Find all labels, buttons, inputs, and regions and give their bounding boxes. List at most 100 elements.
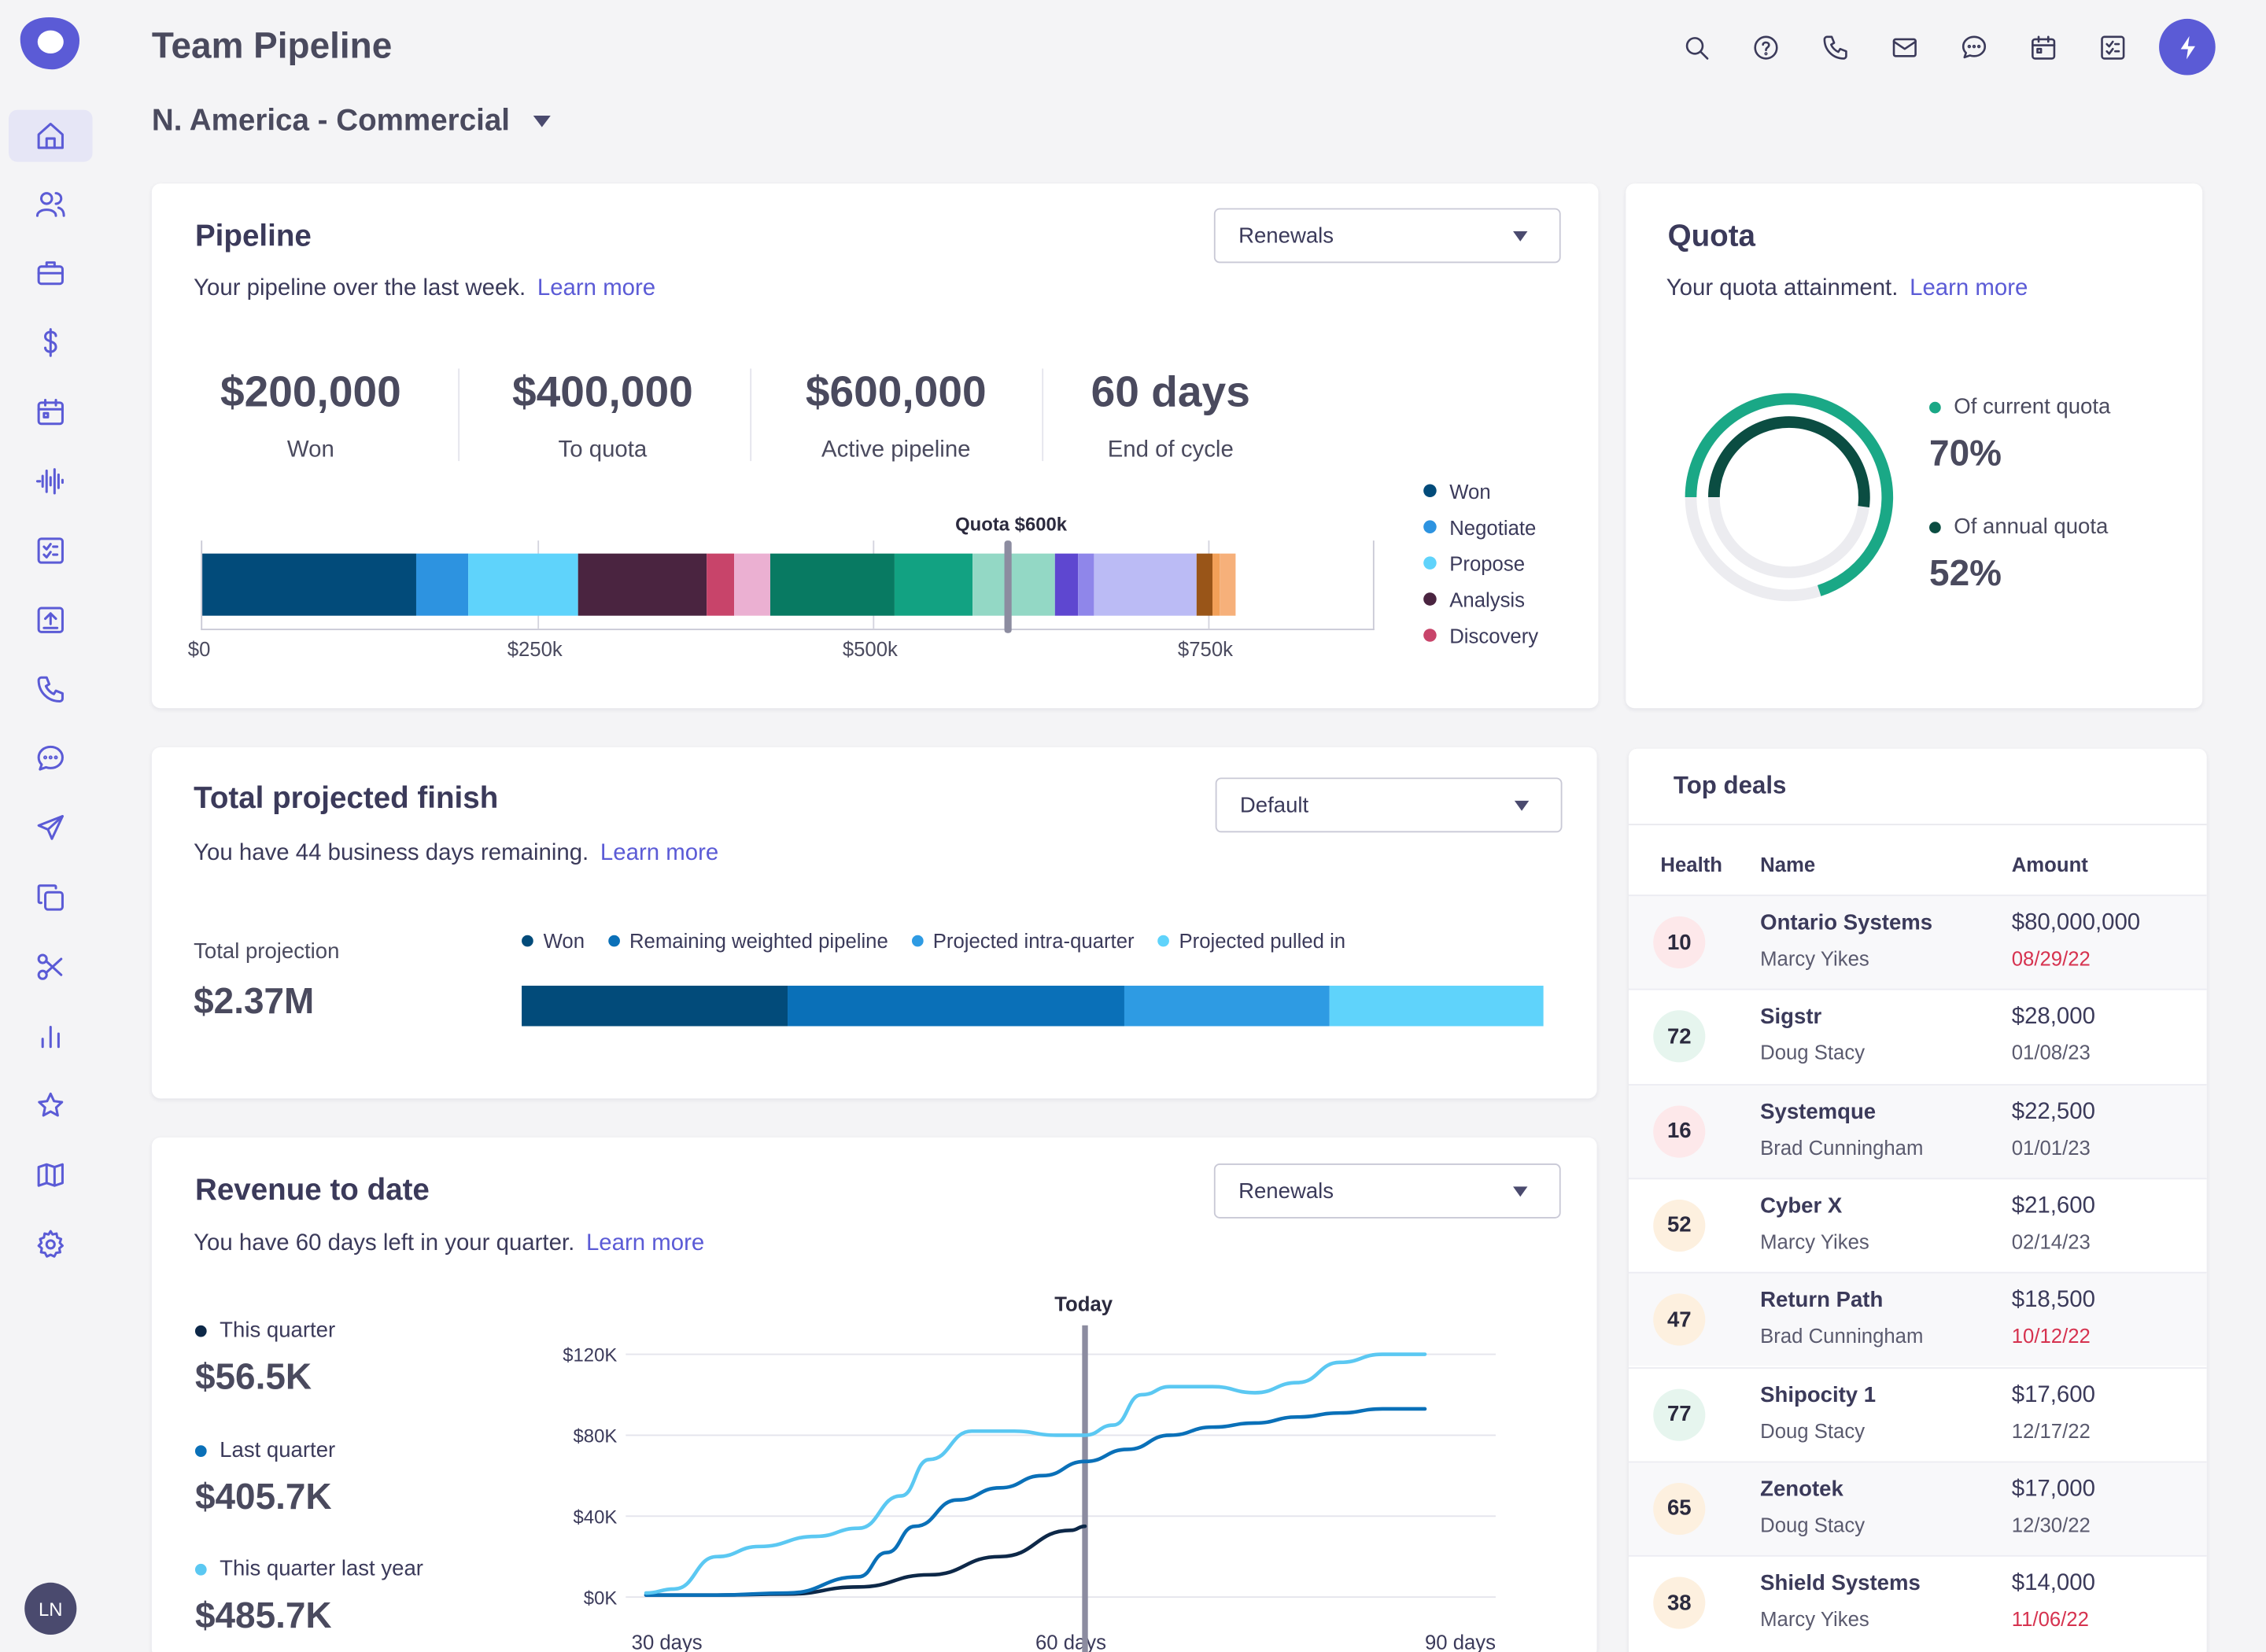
nav-tasks[interactable]: [9, 525, 93, 577]
col-amount[interactable]: Amount: [2011, 852, 2088, 876]
deal-name[interactable]: Systemque: [1760, 1099, 1877, 1124]
nav-insights[interactable]: [9, 455, 93, 507]
total-projection-value: $2.37M: [194, 981, 315, 1022]
outreach-logo-icon[interactable]: [17, 14, 81, 72]
chat-button[interactable]: [1939, 26, 2009, 69]
calendar-button[interactable]: [2009, 26, 2078, 69]
deal-row[interactable]: 38 Shield Systems Marcy Yikes $14,000 11/06/…: [1628, 1555, 2207, 1649]
deal-name[interactable]: Zenotek: [1760, 1477, 1843, 1502]
legend-item[interactable]: Propose: [1423, 545, 1538, 581]
pipeline-type-select[interactable]: Renewals: [1213, 208, 1561, 264]
projection-bar-segment[interactable]: [787, 986, 1125, 1027]
projection-learn-more-link[interactable]: Learn more: [600, 841, 719, 866]
legend-item[interactable]: Won: [522, 929, 585, 953]
nav-territories[interactable]: [9, 1149, 93, 1201]
pipeline-bar-segment[interactable]: [1196, 553, 1212, 616]
pipeline-bar-segment[interactable]: [972, 553, 1056, 616]
projection-mode-select[interactable]: Default: [1215, 777, 1563, 833]
revenue-select-value: Renewals: [1238, 1178, 1334, 1204]
deal-owner: Marcy Yikes: [1760, 946, 1869, 970]
user-avatar[interactable]: LN: [24, 1582, 77, 1635]
revenue-type-select[interactable]: Renewals: [1213, 1163, 1561, 1219]
deal-name[interactable]: Return Path: [1760, 1288, 1884, 1313]
nav-settings[interactable]: [9, 1219, 93, 1270]
deal-row[interactable]: 47 Return Path Brad Cunningham $18,500 10/12…: [1628, 1272, 2207, 1366]
nav-content[interactable]: [9, 594, 93, 646]
nav-opportunities[interactable]: [9, 316, 93, 368]
deal-name[interactable]: Cyber X: [1760, 1193, 1843, 1219]
pipeline-bar-segment[interactable]: [769, 553, 895, 616]
pipeline-bar-segment[interactable]: [202, 553, 417, 616]
pipeline-bar-segment[interactable]: [467, 553, 578, 616]
projection-legend: Won Remaining weighted pipeline Projected …: [522, 929, 1345, 953]
pipeline-bar-segment[interactable]: [707, 553, 735, 616]
deal-name[interactable]: Shield Systems: [1760, 1571, 1921, 1596]
nav-people[interactable]: [9, 178, 93, 230]
deal-name[interactable]: Shipocity 1: [1760, 1382, 1877, 1407]
pipeline-bar-segment[interactable]: [734, 553, 770, 616]
deal-row[interactable]: 77 Shipocity 1 Doug Stacy $17,600 12/17/22: [1628, 1366, 2207, 1460]
sidebar: LN: [0, 0, 101, 1652]
pipeline-bar-segment[interactable]: [1078, 553, 1094, 616]
pipeline-bar-segment[interactable]: [1220, 553, 1237, 616]
legend-item[interactable]: Projected intra-quarter: [911, 929, 1135, 953]
mail-button[interactable]: [1870, 26, 1939, 69]
legend-dot: [522, 935, 533, 947]
projection-bar-segment[interactable]: [1124, 986, 1329, 1027]
nav-templates[interactable]: [9, 872, 93, 924]
legend-item[interactable]: Remaining weighted pipeline: [607, 929, 888, 953]
col-health[interactable]: Health: [1660, 852, 1723, 876]
projection-bar-segment[interactable]: [1328, 986, 1544, 1027]
projection-bar-segment[interactable]: [522, 986, 788, 1027]
nav-meetings[interactable]: [9, 386, 93, 438]
phone-button[interactable]: [1801, 26, 1870, 69]
deal-amount: $28,000: [2011, 1005, 2095, 1030]
legend-item[interactable]: Analysis: [1423, 581, 1538, 618]
deal-row[interactable]: 10 Ontario Systems Marcy Yikes $80,000,000 0…: [1628, 894, 2207, 989]
pipeline-bar-segment[interactable]: [1094, 553, 1197, 616]
metric-last-quarter-value: $405.7K: [194, 1477, 332, 1518]
pipeline-bar-segment[interactable]: [578, 553, 707, 616]
deal-amount: $18,500: [2011, 1288, 2095, 1313]
legend-item[interactable]: Projected pulled in: [1157, 929, 1345, 953]
region-selector[interactable]: N. America - Commercial: [152, 104, 551, 138]
deal-row[interactable]: 65 Zenotek Doug Stacy $17,000 12/30/22: [1628, 1461, 2207, 1555]
search-button[interactable]: [1662, 26, 1731, 69]
deal-name[interactable]: Ontario Systems: [1760, 910, 1933, 935]
pipeline-bar-segment[interactable]: [894, 553, 972, 616]
metric-last-year-value: $485.7K: [194, 1595, 332, 1636]
pipeline-bar-segment[interactable]: [416, 553, 468, 616]
quota-learn-more-link[interactable]: Learn more: [1910, 275, 2028, 301]
nav-messages[interactable]: [9, 732, 93, 784]
legend-item[interactable]: Won: [1423, 473, 1538, 509]
nav-favorites[interactable]: [9, 1079, 93, 1131]
legend-label: Remaining weighted pipeline: [629, 929, 888, 953]
nav-reports[interactable]: [9, 1010, 93, 1062]
deal-row[interactable]: 72 Sigstr Doug Stacy $28,000 01/08/23: [1628, 989, 2207, 1082]
revenue-learn-more-link[interactable]: Learn more: [585, 1231, 705, 1256]
pipeline-learn-more-link[interactable]: Learn more: [537, 275, 656, 301]
legend-item[interactable]: Discovery: [1423, 618, 1538, 654]
deal-row[interactable]: 16 Systemque Brad Cunningham $22,500 01/01/2…: [1628, 1083, 2207, 1178]
tasks-icon: [2101, 35, 2125, 60]
deal-name[interactable]: Sigstr: [1760, 1005, 1822, 1030]
nav-snippets[interactable]: [9, 941, 93, 993]
nav-accounts[interactable]: [9, 247, 93, 299]
pipeline-bar-segment[interactable]: [1055, 553, 1079, 616]
legend-dot: [194, 1324, 207, 1337]
chevron-down-icon: [1513, 230, 1528, 242]
quick-actions-button[interactable]: [2159, 18, 2216, 76]
quota-ring-chart: [1685, 393, 1894, 602]
help-button[interactable]: [1731, 26, 1800, 69]
pipeline-title: Pipeline: [194, 219, 312, 253]
x-tick-label: 30 days: [632, 1632, 703, 1652]
nav-sequences[interactable]: [9, 802, 93, 854]
dollar-icon: [44, 328, 57, 357]
col-name[interactable]: Name: [1760, 852, 1816, 876]
tasks-button[interactable]: [2078, 26, 2147, 69]
legend-item[interactable]: Negotiate: [1423, 509, 1538, 545]
deal-row[interactable]: 52 Cyber X Marcy Yikes $21,600 02/14/23: [1628, 1178, 2207, 1271]
pipeline-bar-segment[interactable]: [1212, 553, 1220, 616]
nav-home[interactable]: [9, 109, 93, 162]
nav-calls[interactable]: [9, 663, 93, 715]
